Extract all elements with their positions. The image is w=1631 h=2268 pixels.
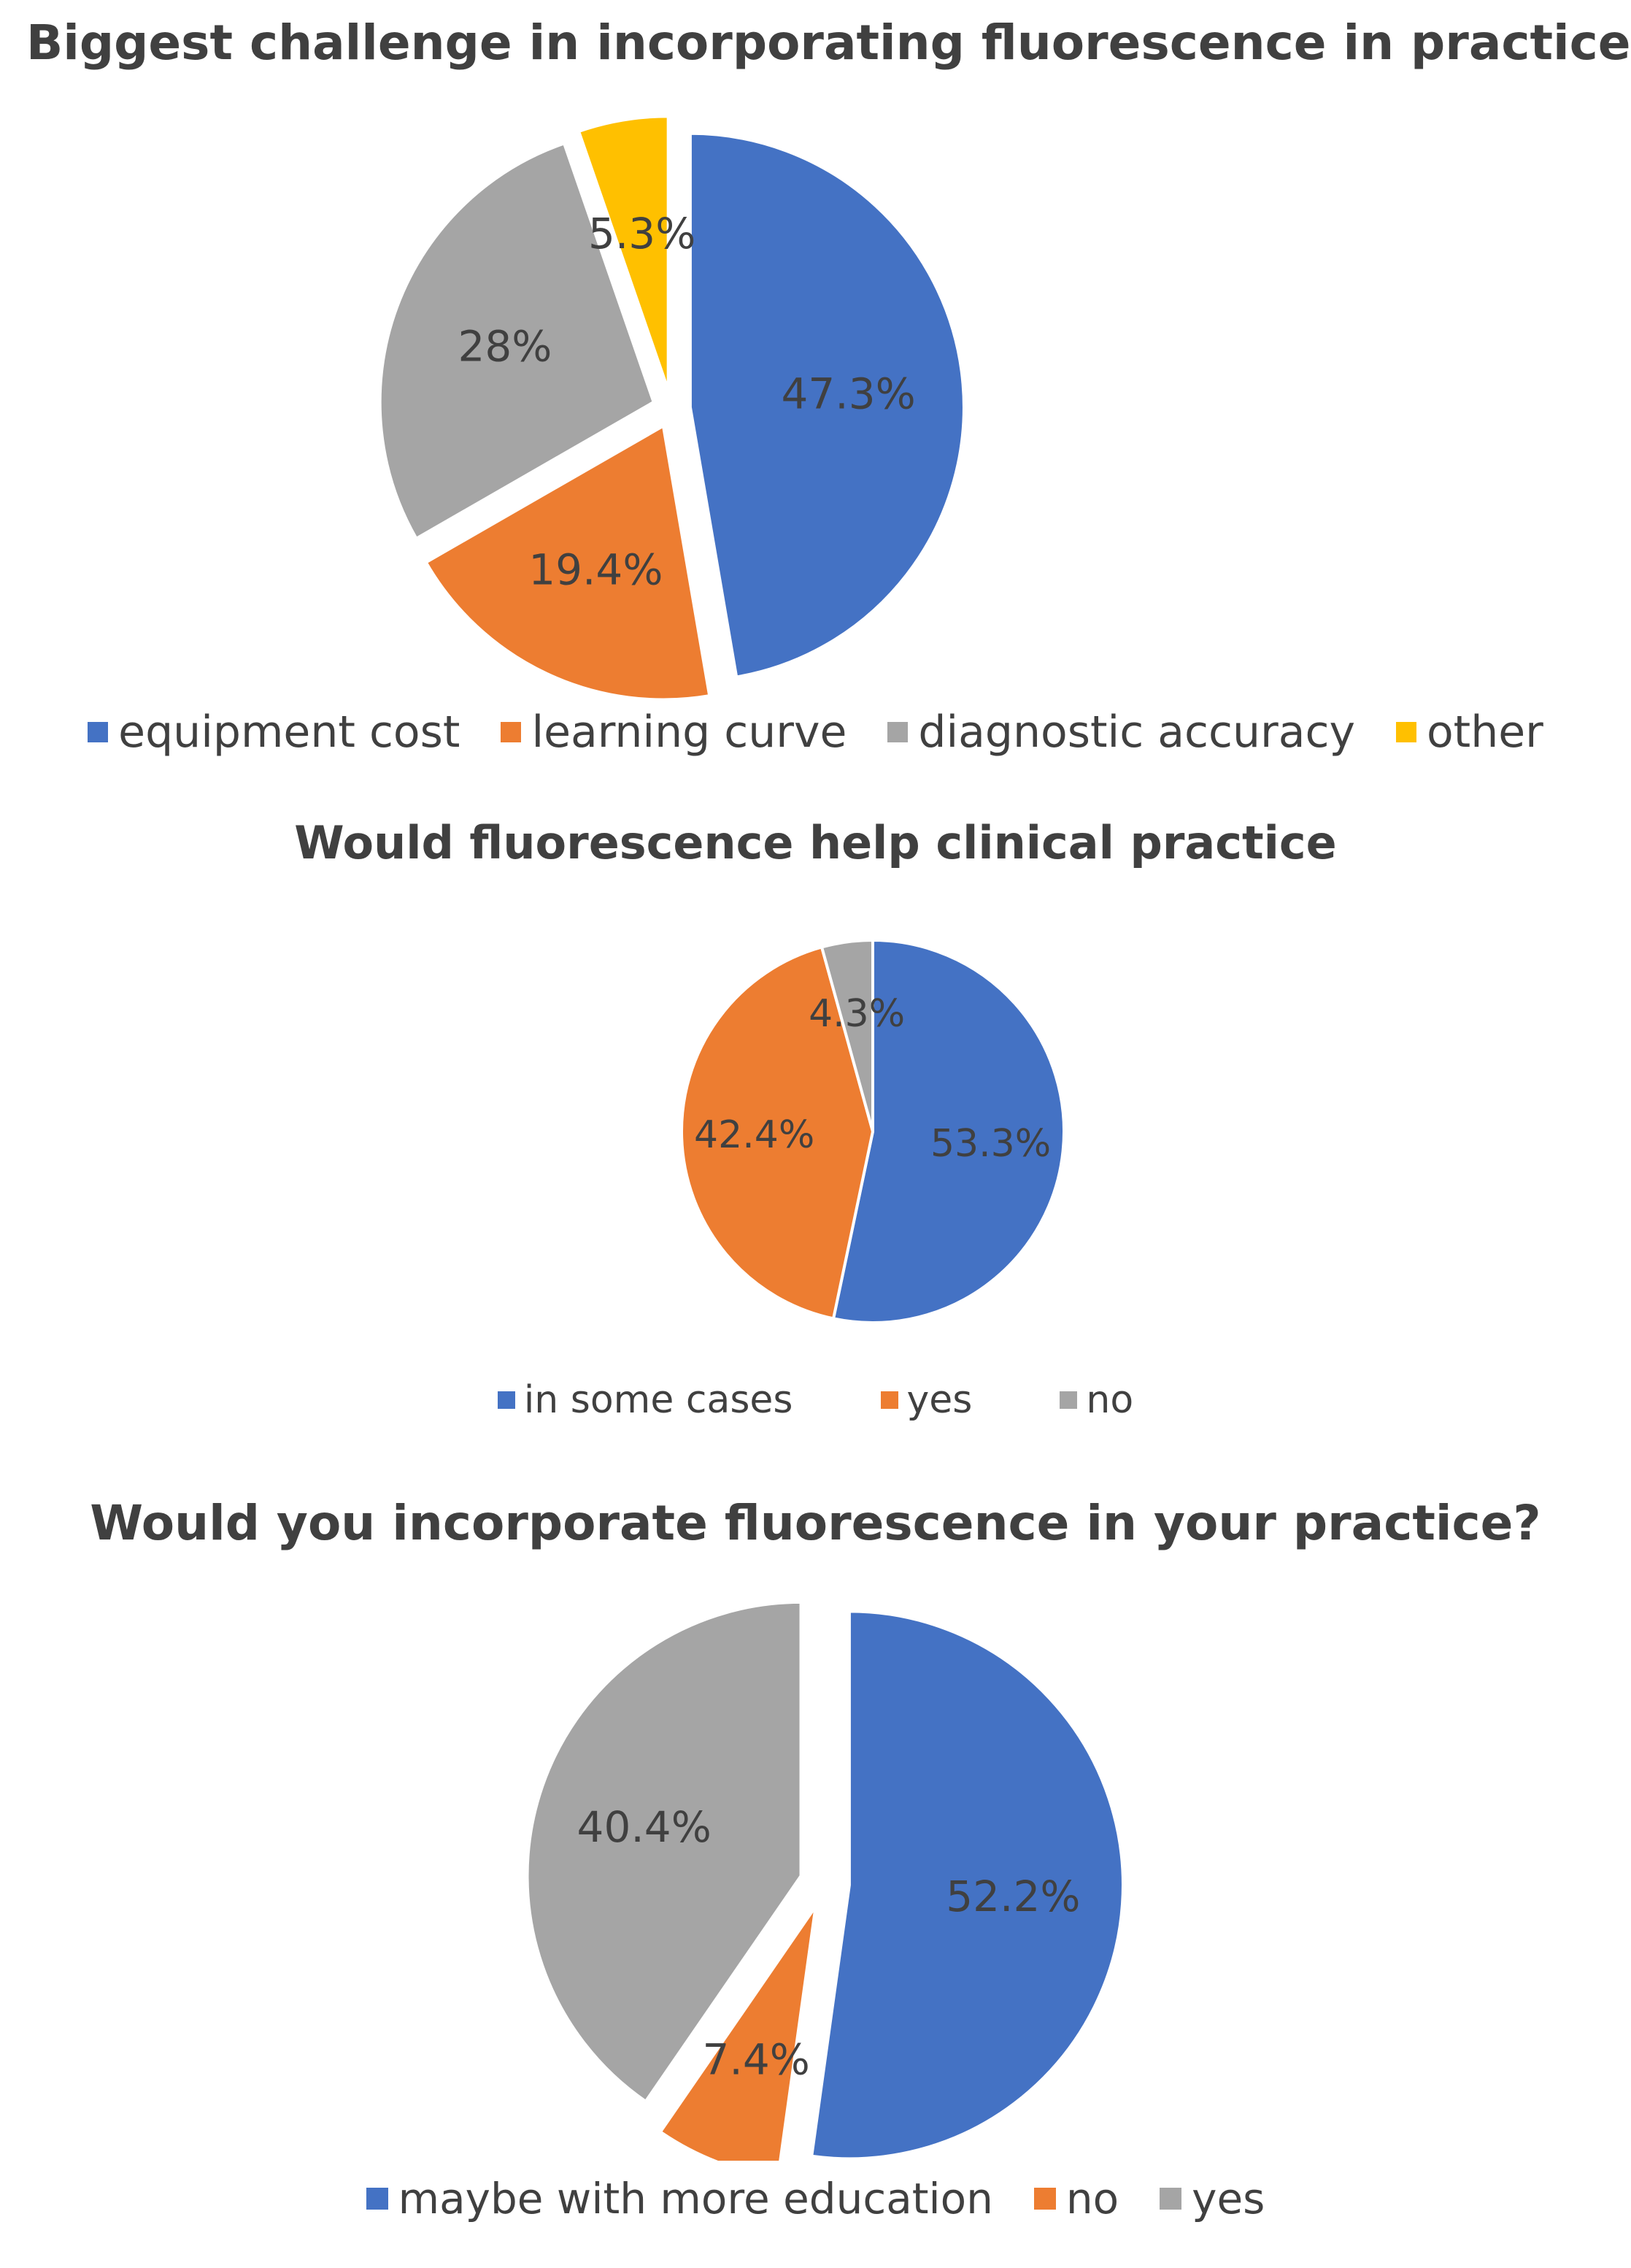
- pie-slice-maybe-with-more-education: [809, 1610, 1125, 2161]
- data-label-maybe-with-more-education: 52.2%: [946, 1872, 1080, 1921]
- legend-item-maybe-with-more-education: maybe with more education: [366, 2174, 993, 2223]
- legend-label: no: [1086, 1378, 1134, 1422]
- legend-label: in some cases: [523, 1378, 793, 1422]
- chart-title-clinical-help: Would fluorescence help clinical practic…: [294, 816, 1337, 869]
- legend-label: no: [1065, 2174, 1119, 2223]
- data-label-other: 5.3%: [588, 209, 695, 258]
- data-label-diagnostic-accuracy: 28%: [458, 322, 552, 372]
- legend-swatch: [1395, 722, 1416, 742]
- legend-swatch: [880, 1391, 898, 1409]
- legend-swatch: [1160, 2188, 1182, 2210]
- chart-title-incorporate: Would you incorporate fluorescence in yo…: [90, 1495, 1541, 1551]
- legend-swatch: [497, 1391, 515, 1409]
- pie-chart-incorporate: 52.2% 7.4% 40.4%: [525, 1600, 1125, 2161]
- chart-title-challenge: Biggest challenge in incorporating fluor…: [26, 15, 1631, 71]
- legend-swatch: [88, 722, 109, 742]
- pie-slice-in-some-cases: [831, 938, 1065, 1324]
- pie-slice-diagnostic-accuracy: [378, 141, 656, 541]
- pie-slice-no: [820, 938, 874, 1132]
- legend-label: yes: [906, 1378, 973, 1422]
- pie-slice-no: [658, 1905, 817, 2161]
- data-label-no: 7.4%: [702, 2034, 809, 2084]
- data-label-yes: 42.4%: [694, 1113, 814, 1157]
- pie-chart-clinical-help: 53.3% 42.4% 4.3%: [680, 938, 1065, 1324]
- legend-item-yes: yes: [1160, 2174, 1265, 2223]
- data-label-equipment-cost: 47.3%: [781, 369, 915, 418]
- legend-label: maybe with more education: [398, 2174, 993, 2223]
- legend-label: other: [1426, 707, 1543, 758]
- legend-item-equipment-cost: equipment cost: [88, 707, 460, 758]
- legend-swatch: [366, 2188, 388, 2210]
- data-label-no: 4.3%: [809, 992, 905, 1036]
- pie-slice-other: [577, 115, 670, 391]
- legend-label: learning curve: [531, 707, 847, 758]
- legend-swatch: [501, 722, 522, 742]
- pie-chart-challenge: 47.3% 19.4% 28% 5.3%: [378, 115, 965, 701]
- data-label-in-some-cases: 53.3%: [930, 1122, 1051, 1166]
- legend-item-no: no: [1033, 2174, 1119, 2223]
- legend-swatch: [1060, 1391, 1078, 1409]
- legend-swatch: [887, 722, 909, 742]
- legend-item-no: no: [1060, 1378, 1133, 1422]
- legend-item-yes: yes: [880, 1378, 973, 1422]
- legend-challenge: equipment cost learning curve diagnostic a…: [0, 707, 1631, 758]
- legend-item-in-some-cases: in some cases: [497, 1378, 793, 1422]
- legend-item-learning-curve: learning curve: [501, 707, 847, 758]
- legend-incorporate: maybe with more education no yes: [0, 2174, 1631, 2223]
- legend-label: equipment cost: [118, 707, 460, 758]
- legend-item-other: other: [1395, 707, 1543, 758]
- legend-label: yes: [1192, 2174, 1265, 2223]
- legend-clinical-help: in some cases yes no: [0, 1378, 1631, 1422]
- data-label-yes: 40.4%: [577, 1802, 712, 1852]
- pie-slice-learning-curve: [424, 423, 712, 701]
- legend-label: diagnostic accuracy: [918, 707, 1355, 758]
- pie-slice-equipment-cost: [688, 131, 965, 679]
- data-label-learning-curve: 19.4%: [528, 545, 663, 594]
- legend-item-diagnostic-accuracy: diagnostic accuracy: [887, 707, 1355, 758]
- pie-slice-yes: [525, 1600, 803, 2104]
- legend-swatch: [1033, 2188, 1056, 2210]
- pie-slice-yes: [680, 945, 875, 1321]
